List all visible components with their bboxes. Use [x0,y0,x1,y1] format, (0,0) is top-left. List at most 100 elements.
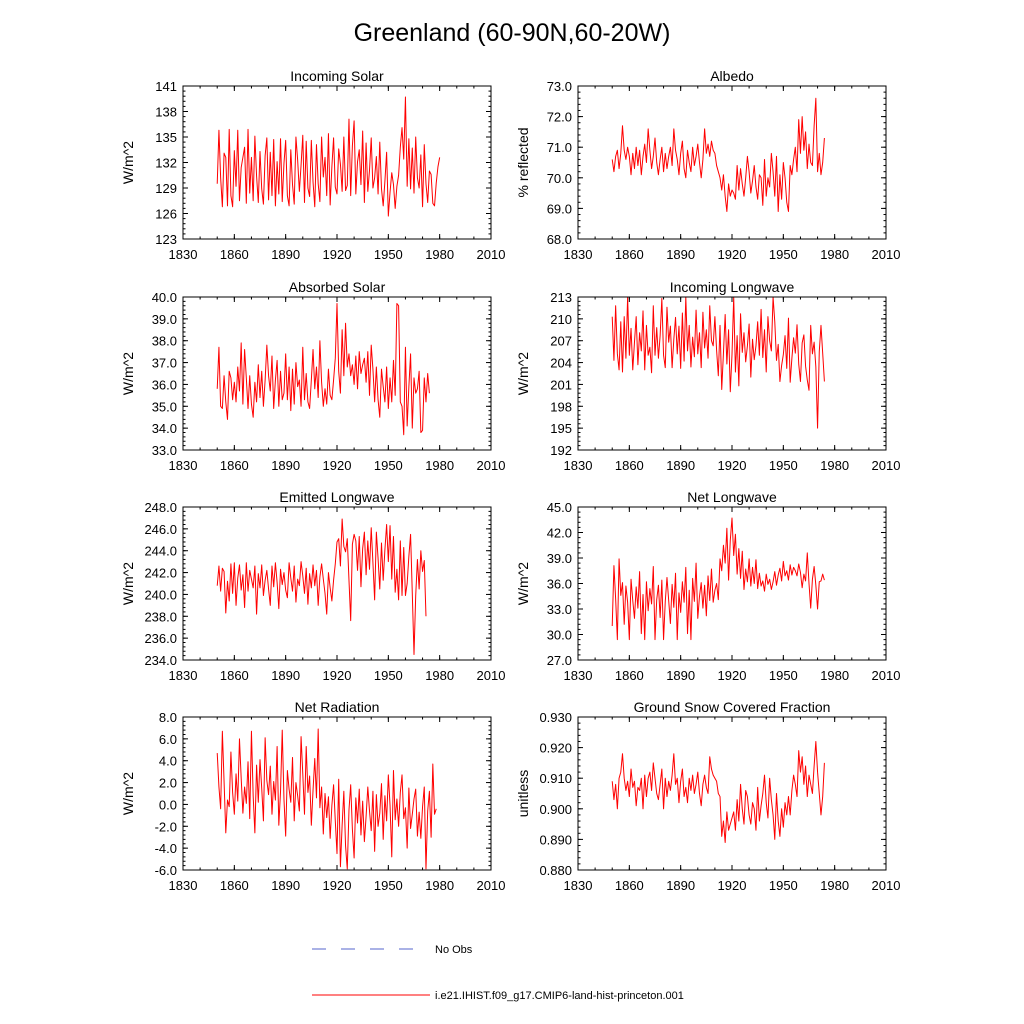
y-tick-label-1-4: 72.0 [547,110,572,125]
plot-frame-1 [577,85,887,240]
x-tick-label-6-1: 1860 [220,878,249,893]
x-tick-label-1-4: 1950 [769,247,798,262]
y-tick-label-5-3: 36.0 [547,577,572,592]
y-tick-label-0-5: 138 [155,105,177,120]
y-tick-label-2-0: 33.0 [152,443,177,458]
panels: Incoming Solar W/m^2 1830 1860 1890 1920 1950 1… [120,68,900,893]
x-tick-label-3-0: 1830 [564,458,593,473]
y-axis-label-3: W/m^2 [515,352,531,395]
y-tick-label-3-4: 204 [550,356,572,371]
y-tick-label-6-7: 8.0 [159,710,177,725]
x-tick-label-3-6: 2010 [872,458,901,473]
x-tick-label-7-4: 1950 [769,878,798,893]
x-tick-label-2-5: 1980 [425,458,454,473]
y-tick-label-3-0: 192 [550,443,572,458]
y-tick-label-0-1: 126 [155,207,177,222]
legend-model-label: i.e21.IHIST.f09_g17.CMIP6-land-hist-prin… [435,990,684,1002]
y-tick-label-4-1: 236.0 [144,631,177,646]
x-tick-label-2-2: 1890 [271,458,300,473]
y-axis-label-7: unitless [515,770,531,817]
x-tick-label-4-1: 1860 [220,668,249,683]
x-tick-label-1-3: 1920 [718,247,747,262]
y-tick-label-2-2: 35.0 [152,399,177,414]
x-tick-label-5-2: 1890 [666,668,695,683]
x-tick-label-5-0: 1830 [564,668,593,683]
y-tick-label-1-2: 70.0 [547,171,572,186]
y-tick-label-0-2: 129 [155,181,177,196]
x-tick-label-7-2: 1890 [666,878,695,893]
series-line-2-0 [216,303,430,436]
x-tick-label-0-1: 1860 [220,247,249,262]
plot-frame-5 [577,506,887,661]
y-tick-label-5-0: 27.0 [547,653,572,668]
y-tick-label-2-3: 36.0 [152,377,177,392]
figure-title: Greenland (60-90N,60-20W) [354,19,671,47]
y-tick-label-7-2: 0.900 [539,802,572,817]
y-tick-label-4-2: 238.0 [144,609,177,624]
x-tick-label-5-4: 1950 [769,668,798,683]
x-tick-label-5-3: 1920 [718,668,747,683]
legend: No Obs i.e21.IHIST.f09_g17.CMIP6-land-hi… [312,944,684,1002]
series-line-0-0 [216,96,441,217]
y-tick-label-7-0: 0.880 [539,863,572,878]
y-tick-label-5-1: 30.0 [547,628,572,643]
y-axis-label-6: W/m^2 [120,772,136,815]
y-tick-label-6-2: -2.0 [155,819,177,834]
y-tick-label-6-3: 0.0 [159,797,177,812]
y-tick-label-2-6: 39.0 [152,312,177,327]
x-tick-label-5-6: 2010 [872,668,901,683]
panel-3: Incoming Longwave W/m^2 1830 1860 1890 1920 19… [515,279,900,473]
y-axis-label-4: W/m^2 [120,562,136,605]
x-tick-label-3-3: 1920 [718,458,747,473]
plot-frame-4 [182,506,492,661]
y-tick-label-4-0: 234.0 [144,653,177,668]
y-tick-label-6-0: -6.0 [155,863,177,878]
y-tick-label-1-3: 71.0 [547,140,572,155]
y-tick-label-4-4: 242.0 [144,566,177,581]
y-tick-label-4-7: 248.0 [144,500,177,515]
series-line-7-0 [611,740,825,843]
y-tick-label-6-6: 6.0 [159,732,177,747]
x-tick-label-2-4: 1950 [374,458,403,473]
plot-frame-0 [182,85,492,240]
y-tick-label-5-5: 42.0 [547,526,572,541]
y-tick-label-0-0: 123 [155,232,177,247]
x-tick-label-0-2: 1890 [271,247,300,262]
x-tick-label-6-2: 1890 [271,878,300,893]
x-tick-label-3-4: 1950 [769,458,798,473]
y-tick-label-3-5: 207 [550,334,572,349]
y-tick-label-6-5: 4.0 [159,754,177,769]
y-tick-label-0-6: 141 [155,79,177,94]
x-tick-label-1-2: 1890 [666,247,695,262]
y-tick-label-1-1: 69.0 [547,201,572,216]
y-tick-label-7-3: 0.910 [539,771,572,786]
y-tick-label-5-2: 33.0 [547,602,572,617]
y-tick-label-2-7: 40.0 [152,290,177,305]
x-tick-label-5-1: 1860 [615,668,644,683]
panel-0: Incoming Solar W/m^2 1830 1860 1890 1920 1950 1… [120,68,505,262]
y-axis-label-5: W/m^2 [515,562,531,605]
x-tick-label-0-5: 1980 [425,247,454,262]
y-tick-label-1-5: 73.0 [547,79,572,94]
y-tick-label-3-3: 201 [550,377,572,392]
panel-title-4: Emitted Longwave [279,489,394,505]
x-tick-label-3-1: 1860 [615,458,644,473]
x-tick-label-4-6: 2010 [477,668,506,683]
y-tick-label-5-4: 39.0 [547,551,572,566]
y-tick-label-2-1: 34.0 [152,421,177,436]
series-line-4-0 [216,518,427,656]
series-line-1-0 [611,97,825,212]
y-tick-label-7-4: 0.920 [539,741,572,756]
series-line-6-0 [216,728,437,870]
x-tick-label-4-0: 1830 [169,668,198,683]
panel-title-1: Albedo [710,68,754,84]
series-line-3-0 [611,296,825,429]
panel-title-3: Incoming Longwave [670,279,795,295]
y-tick-label-3-1: 195 [550,421,572,436]
x-tick-label-6-0: 1830 [169,878,198,893]
x-tick-label-2-3: 1920 [323,458,352,473]
panel-title-0: Incoming Solar [290,68,384,84]
x-tick-label-0-0: 1830 [169,247,198,262]
x-tick-label-1-1: 1860 [615,247,644,262]
